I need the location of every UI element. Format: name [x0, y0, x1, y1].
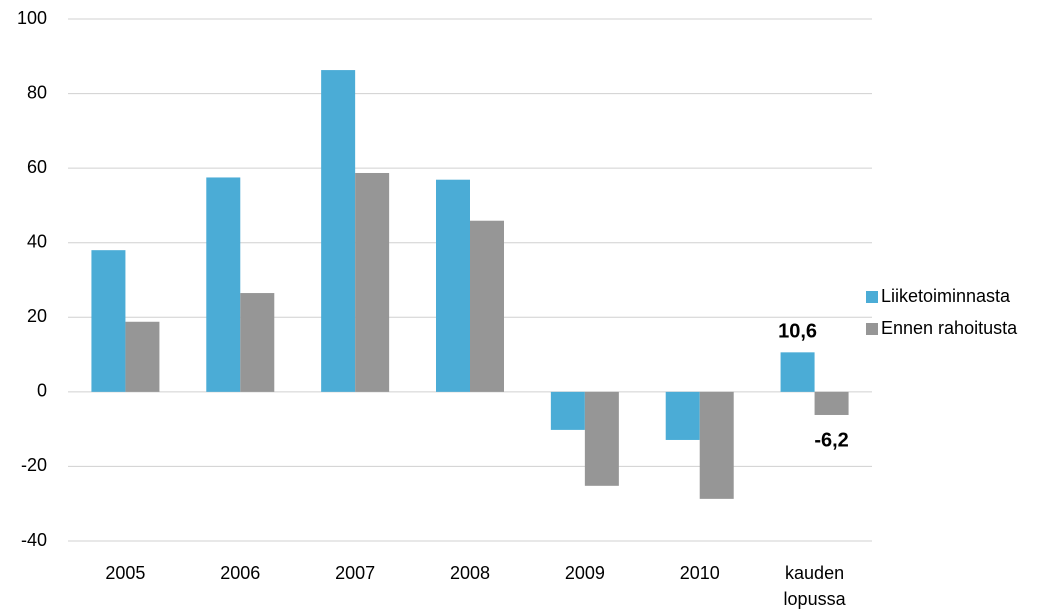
bar	[470, 220, 504, 392]
bar	[584, 391, 619, 486]
y-tick-label: -20	[21, 455, 47, 475]
x-tick-label: 2008	[450, 563, 490, 583]
x-tick-label: 2010	[680, 563, 720, 583]
x-tick-label: 2005	[105, 563, 145, 583]
bar	[780, 352, 815, 392]
legend-label: Ennen rahoitusta	[881, 318, 1018, 338]
bar	[699, 391, 734, 499]
y-tick-label: 40	[27, 231, 47, 251]
legend-label: Liiketoiminnasta	[881, 286, 1011, 306]
x-tick-label: kauden lopussa	[784, 563, 847, 609]
bar	[206, 177, 241, 392]
bar	[355, 172, 390, 392]
y-tick-label: 60	[27, 157, 47, 177]
y-tick-label: -40	[21, 530, 47, 550]
y-tick-label: 0	[37, 381, 47, 401]
bar	[321, 70, 356, 392]
y-tick-label: 80	[27, 82, 47, 102]
data-label: 10,6	[778, 321, 817, 343]
legend-swatch	[866, 291, 878, 303]
bar	[125, 321, 160, 392]
bar	[665, 391, 700, 440]
bar	[814, 391, 849, 415]
bar	[436, 179, 470, 392]
bar	[550, 391, 585, 430]
x-tick-label: 2006	[220, 563, 260, 583]
legend-swatch	[866, 323, 878, 335]
y-tick-label: 20	[27, 306, 47, 326]
data-label: -6,2	[814, 429, 848, 451]
bar	[91, 250, 126, 392]
y-tick-label: 100	[17, 8, 47, 28]
x-tick-label: 2007	[335, 563, 375, 583]
bar	[240, 293, 275, 392]
x-tick-label: 2009	[565, 563, 605, 583]
